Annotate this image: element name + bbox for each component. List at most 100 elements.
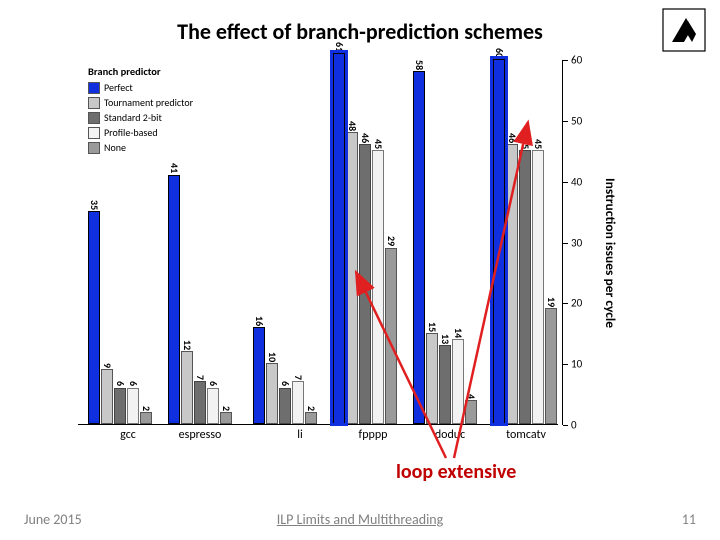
bar: 58 [413,71,425,424]
y-tick [563,425,568,426]
y-axis-title: Instruction issues per cycle [602,178,619,328]
bar-value-label: 2 [139,406,153,413]
bar-value-label: 4 [464,394,478,401]
bar: 46 [359,144,371,424]
x-axis-label: espresso [170,428,230,442]
legend-swatch [88,112,100,124]
bar-value-label: 10 [265,352,279,364]
bar: 12 [181,351,193,424]
legend-label: Tournament predictor [104,96,193,109]
x-axis-label: doduc [420,428,480,442]
bar-value-label: 45 [518,139,532,151]
x-axis-label: gcc [98,428,158,442]
bar: 7 [292,381,304,424]
bar: 9 [101,369,113,424]
bar-value-label: 6 [206,381,220,388]
bar: 6 [207,388,219,425]
y-tick-label: 20 [571,297,582,310]
bar-value-label: 58 [412,60,426,72]
footer-page-number: 11 [682,511,696,528]
footer-title: ILP Limits and Multithreading [0,511,720,528]
y-tick-label: 40 [571,175,582,188]
bar: 4 [465,400,477,424]
bar-value-label: 14 [451,328,465,340]
bar-value-label: 15 [425,322,439,334]
y-tick-label: 30 [571,236,582,249]
bar: 2 [305,412,317,424]
highlight-box [330,50,348,426]
legend-label: Perfect [104,81,133,94]
bar-value-label: 6 [113,381,127,388]
bar-value-label: 7 [193,375,207,382]
legend-row: Standard 2-bit [88,111,210,124]
legend-swatch [88,82,100,94]
bar-value-label: 6 [126,381,140,388]
bar-value-label: 9 [100,363,114,370]
bar: 6 [127,388,139,425]
highlight-box [490,56,508,426]
bar: 6 [114,388,126,425]
legend-row: Perfect [88,81,210,94]
bar: 14 [452,339,464,424]
bar-value-label: 2 [219,406,233,413]
y-tick-label: 0 [571,419,577,432]
y-axis: 0102030405060 [562,60,602,425]
legend-label: Profile-based [104,126,158,139]
chart-area: 3596624112762161067261484645295815131446… [78,60,638,450]
bar: 6 [279,388,291,425]
x-axis-label: fpppp [343,428,403,442]
bar: 35 [88,211,100,424]
bar: 19 [545,308,557,424]
bar-value-label: 46 [358,133,372,145]
x-axis-label: tomcatv [496,428,556,442]
bar-value-label: 12 [180,340,194,352]
bar-value-label: 29 [384,236,398,248]
slide-title-text: The effect of branch-prediction schemes [177,18,543,45]
y-tick-label: 60 [571,54,582,67]
slide: { "title": { "text": "The effect of bran… [0,0,720,540]
legend-swatch [88,97,100,109]
legend-swatch [88,127,100,139]
bar: 45 [532,150,544,424]
institution-logo [662,8,706,57]
y-tick [563,303,568,304]
legend-label: Standard 2-bit [104,111,162,124]
bar: 2 [140,412,152,424]
bar: 15 [426,333,438,424]
bar-value-label: 45 [371,139,385,151]
legend-row: Tournament predictor [88,96,210,109]
y-tick [563,182,568,183]
bar-value-label: 13 [438,334,452,346]
bar: 45 [372,150,384,424]
legend-row: Profile-based [88,126,210,139]
bar: 16 [253,327,265,424]
bar-value-label: 16 [252,316,266,328]
bar-value-label: 41 [167,163,181,175]
bar: 2 [220,412,232,424]
legend-swatch [88,142,100,154]
bar: 41 [168,175,180,424]
legend-row: None [88,141,210,154]
y-tick [563,60,568,61]
bar-value-label: 6 [278,381,292,388]
y-tick [563,364,568,365]
bar: 7 [194,381,206,424]
annotation-text: loop extensive [396,460,516,484]
legend-title: Branch predictor [88,65,210,78]
bar-value-label: 19 [544,297,558,309]
bar-value-label: 35 [87,200,101,212]
bar-value-label: 45 [531,139,545,151]
x-axis-label: li [270,428,330,442]
bar-value-label: 7 [291,375,305,382]
y-tick-label: 10 [571,358,582,371]
loop-extensive-annotation: loop extensive [396,460,516,484]
y-tick [563,243,568,244]
bar: 45 [519,150,531,424]
y-tick [563,121,568,122]
bar: 29 [385,248,397,424]
legend-label: None [104,141,126,154]
bar: 13 [439,345,451,424]
y-tick-label: 50 [571,114,582,127]
slide-title: The effect of branch-prediction schemes [0,18,720,45]
bar: 10 [266,363,278,424]
